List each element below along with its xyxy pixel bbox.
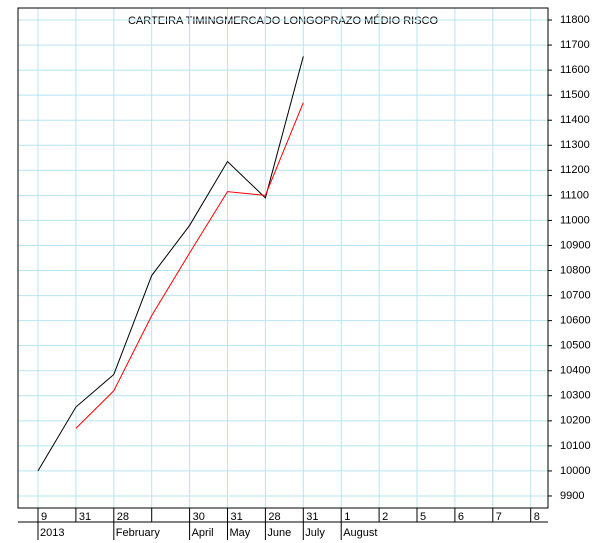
y-tick-label: 10000 (560, 465, 591, 477)
y-tick-label: 11100 (560, 189, 589, 201)
x-group-label: February (116, 527, 161, 539)
y-tick-label: 10600 (560, 315, 591, 327)
y-tick-label: 10900 (560, 239, 591, 251)
y-tick-label: 11200 (560, 164, 590, 176)
y-tick-label: 10500 (560, 340, 591, 352)
x-tick-label: 30 (193, 511, 205, 523)
x-tick-label: 1 (344, 511, 350, 523)
x-group-label: April (192, 527, 214, 539)
x-tick-label: 6 (458, 511, 464, 523)
series-line (75, 102, 304, 429)
y-tick-label: 10200 (560, 415, 591, 427)
y-tick-label: 11500 (560, 89, 590, 101)
y-tick-label: 11000 (560, 214, 590, 226)
x-tick-label: 9 (41, 511, 47, 523)
x-group-label: June (267, 527, 291, 539)
x-tick-label: 28 (268, 511, 280, 523)
x-group-label: July (305, 527, 325, 539)
x-tick-label: 28 (117, 511, 129, 523)
x-tick-label: 31 (231, 511, 243, 523)
x-tick-label: 31 (79, 511, 91, 523)
x-group-label: August (343, 527, 377, 539)
x-group-label: 2013 (40, 527, 64, 539)
y-tick-label: 10400 (560, 365, 591, 377)
x-tick-label: 2 (382, 511, 388, 523)
series-line (37, 56, 304, 472)
y-tick-label: 10100 (560, 440, 591, 452)
x-tick-label: 31 (306, 511, 318, 523)
x-tick-label: 7 (496, 511, 502, 523)
x-group-label: May (230, 527, 251, 539)
y-tick-label: 11300 (560, 139, 590, 151)
y-tick-label: 11700 (560, 39, 590, 51)
y-tick-label: 9900 (560, 490, 584, 502)
y-tick-label: 10700 (560, 289, 591, 301)
y-tick-label: 11800 (560, 14, 590, 26)
x-tick-label: 5 (420, 511, 426, 523)
y-tick-label: 10800 (560, 264, 591, 276)
x-tick-label: 8 (534, 511, 540, 523)
y-tick-label: 11600 (560, 64, 590, 76)
plot-frame (17, 7, 549, 509)
y-tick-label: 10300 (560, 390, 591, 402)
y-tick-label: 11400 (560, 114, 590, 126)
